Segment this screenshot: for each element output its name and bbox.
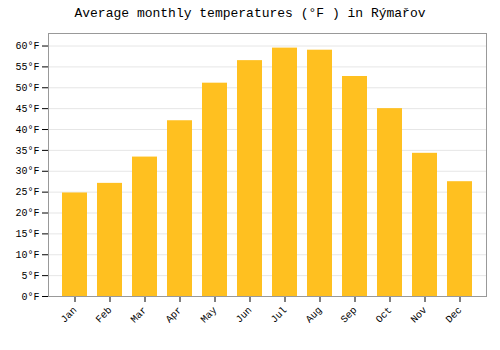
svg-text:20°F: 20°F — [15, 208, 39, 219]
svg-text:10°F: 10°F — [15, 250, 39, 261]
svg-text:Feb: Feb — [94, 305, 115, 326]
svg-text:15°F: 15°F — [15, 229, 39, 240]
svg-text:25°F: 25°F — [15, 187, 39, 198]
svg-text:Oct: Oct — [374, 305, 395, 326]
svg-text:35°F: 35°F — [15, 146, 39, 157]
svg-text:0°F: 0°F — [21, 292, 39, 303]
svg-text:Apr: Apr — [164, 305, 185, 326]
svg-text:45°F: 45°F — [15, 104, 39, 115]
svg-text:30°F: 30°F — [15, 166, 39, 177]
svg-text:Jul: Jul — [269, 305, 290, 326]
svg-text:55°F: 55°F — [15, 62, 39, 73]
svg-text:Sep: Sep — [339, 305, 360, 326]
svg-text:5°F: 5°F — [21, 271, 39, 282]
svg-text:Dec: Dec — [444, 305, 465, 326]
svg-text:Jun: Jun — [234, 305, 255, 326]
svg-text:Aug: Aug — [304, 305, 325, 326]
html-text:Average monthly temperatures (: Average monthly temperatures (°F ) in Rý… — [74, 6, 426, 21]
svg-text:Mar: Mar — [129, 305, 150, 326]
svg-text:50°F: 50°F — [15, 83, 39, 94]
svg-text:Jan: Jan — [59, 305, 80, 326]
svg-text:40°F: 40°F — [15, 125, 39, 136]
svg-text:60°F: 60°F — [15, 41, 39, 52]
svg-text:Nov: Nov — [409, 305, 430, 326]
svg-text:May: May — [199, 305, 220, 326]
